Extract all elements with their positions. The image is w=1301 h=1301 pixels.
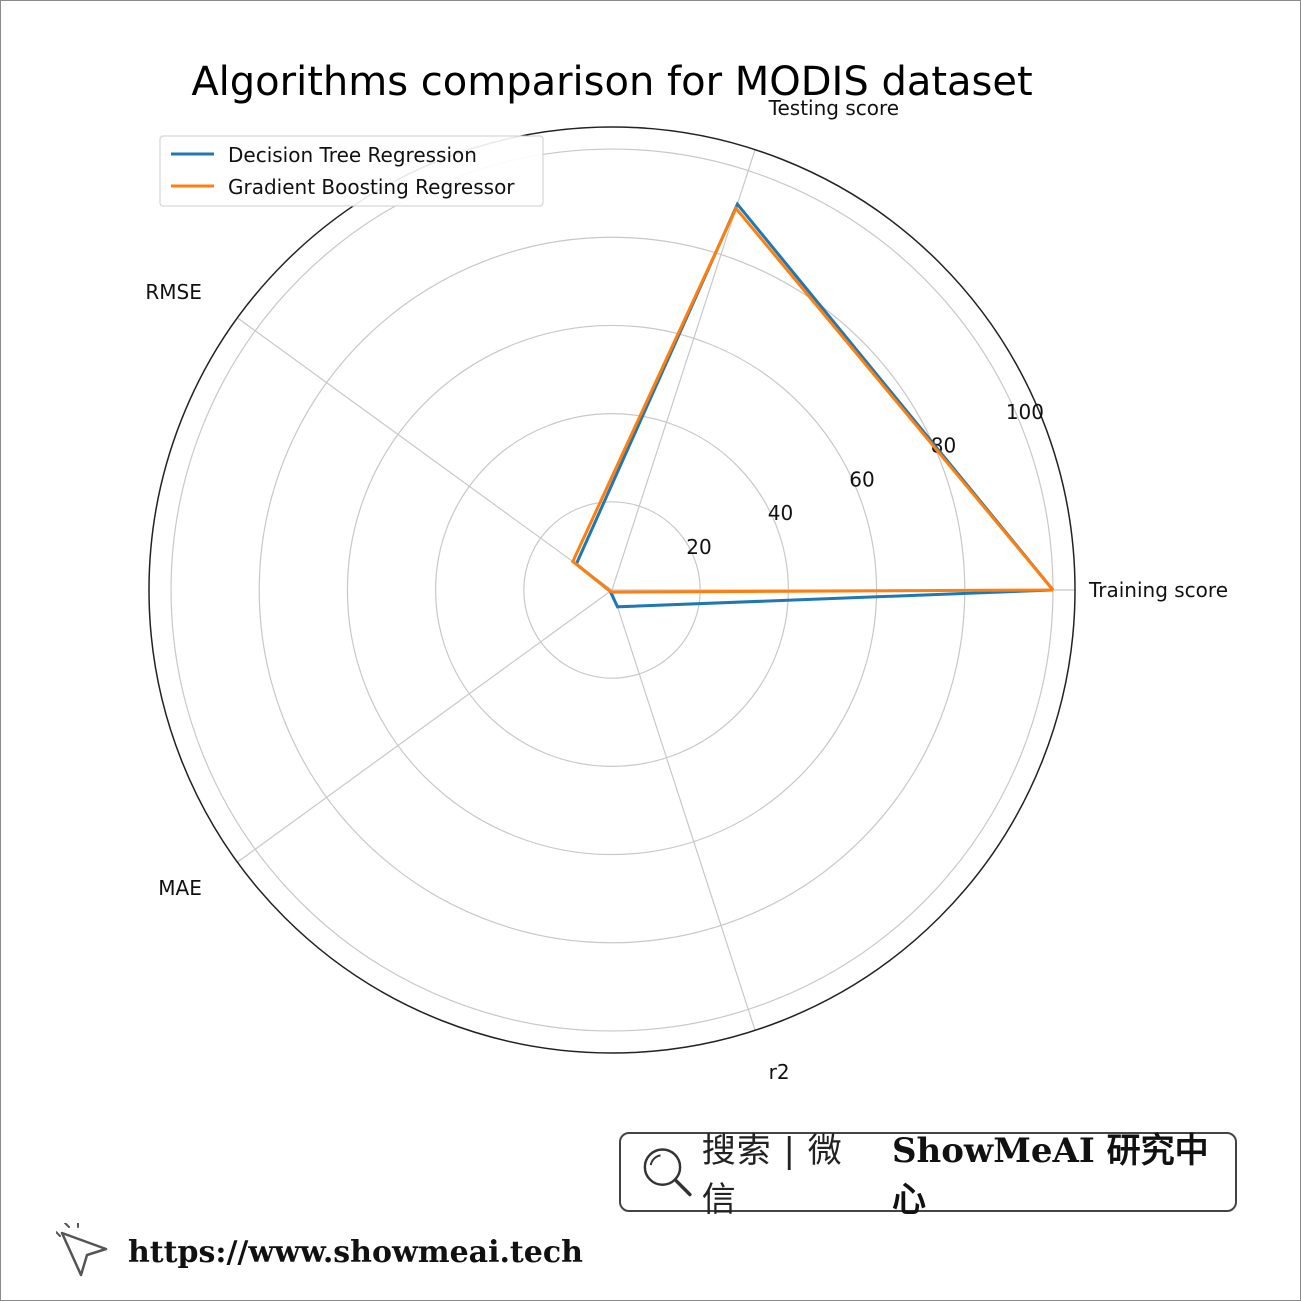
category-label-2: RMSE xyxy=(145,280,201,304)
legend-label-gradient-boosting: Gradient Boosting Regressor xyxy=(228,175,515,199)
category-label-1: Testing score xyxy=(768,96,899,120)
spoke-1 xyxy=(611,149,756,591)
legend: Decision Tree Regression Gradient Boosti… xyxy=(159,135,544,207)
spoke-4 xyxy=(611,589,756,1031)
site-url[interactable]: https://www.showmeai.tech xyxy=(128,1234,583,1270)
tick-label-40: 40 xyxy=(768,501,793,525)
series-line-0 xyxy=(574,201,1055,609)
spoke-3 xyxy=(237,589,613,863)
series-lines xyxy=(570,201,1055,609)
spoke-2 xyxy=(237,317,613,591)
site-link[interactable]: https://www.showmeai.tech xyxy=(56,1222,583,1282)
category-label-4: r2 xyxy=(769,1060,790,1084)
outer-frame xyxy=(148,126,1076,1054)
legend-box xyxy=(159,135,544,207)
tick-label-20: 20 xyxy=(686,535,711,559)
search-icon xyxy=(643,1148,692,1197)
legend-label-decision-tree: Decision Tree Regression xyxy=(228,143,477,167)
search-prefix-text: 搜索 | 微信 xyxy=(701,1131,843,1220)
search-banner: 搜索 | 微信 ShowMeAI 研究中心 xyxy=(619,1131,1237,1220)
category-label-0: Training score xyxy=(1088,578,1228,602)
series-line-1 xyxy=(570,205,1055,594)
chart-title: Algorithms comparison for MODIS dataset xyxy=(191,59,1032,105)
category-labels: Training score Testing score RMSE MAE r2 xyxy=(145,96,1228,1084)
tick-label-100: 100 xyxy=(1006,400,1044,424)
category-label-3: MAE xyxy=(158,876,202,900)
tick-label-60: 60 xyxy=(849,467,874,491)
cursor-icon xyxy=(56,1223,108,1277)
search-brand-text: ShowMeAI 研究中心 xyxy=(891,1131,1209,1220)
